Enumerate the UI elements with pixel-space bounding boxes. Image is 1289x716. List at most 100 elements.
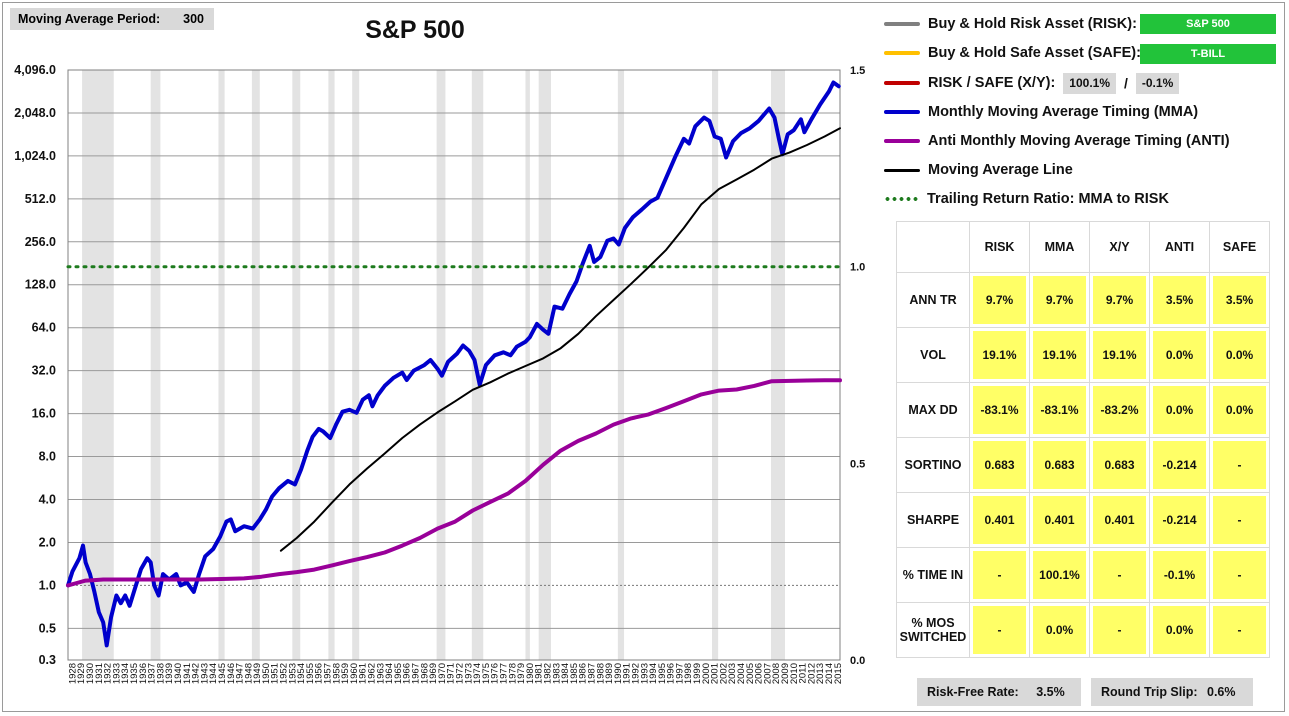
x-tick-label: 1951 [270,663,281,684]
y2-tick-label: 0.5 [850,458,865,470]
recession-band [352,70,360,660]
y-tick-label: 32.0 [32,364,56,378]
x-tick-label: 1948 [243,663,254,684]
stats-cell-mma: 9.7% [1029,272,1090,328]
x-tick-label: 2001 [710,663,721,684]
x-tick-label: 1990 [613,663,624,684]
stats-cell-anti: -0.214 [1149,492,1210,548]
legend-item-xy: RISK / SAFE (X/Y): 100.1% / -0.1% [884,71,1180,95]
legend-label-xy: RISK / SAFE (X/Y): [928,75,1056,91]
x-tick-label: 2009 [780,663,791,684]
legend-item-mma: Monthly Moving Average Timing (MMA) [884,100,1198,124]
x-tick-label: 2004 [736,663,747,684]
stats-value: - [1213,606,1266,654]
risk-free-rate-box: Risk-Free Rate: 3.5% [917,678,1081,706]
y-tick-label: 1,024.0 [14,149,56,163]
stats-cell-xy: -83.2% [1089,382,1150,438]
stats-value: 0.0% [1153,606,1206,654]
stats-value: -83.1% [1033,386,1086,434]
stats-cell-mma: 0.683 [1029,437,1090,493]
x-tick-label: 1938 [155,663,166,684]
stats-value: 0.0% [1213,331,1266,379]
stats-cell-mma: -83.1% [1029,382,1090,438]
x-tick-label: 1993 [639,663,650,684]
x-tick-label: 1987 [586,663,597,684]
x-tick-label: 1964 [384,663,395,684]
legend-swatch-anti [884,139,920,143]
x-tick-label: 2008 [771,663,782,684]
x-tick-label: 1945 [217,663,228,684]
plot-border [67,69,841,661]
stats-cell-xy: 0.401 [1089,492,1150,548]
stats-row-label: VOL [896,327,970,383]
stats-cell-safe: 0.0% [1209,327,1270,383]
x-tick-label: 1944 [208,663,219,684]
x-tick-label: 1936 [138,663,149,684]
y2-tick-label: 1.0 [850,262,865,274]
stats-value: - [973,551,1026,599]
stats-value: 0.0% [1033,606,1086,654]
stats-value: - [973,606,1026,654]
x-tick-label: 1929 [76,663,87,684]
stats-value: - [1213,551,1266,599]
stats-row: ANN TR 9.7% 9.7% 9.7% 3.5% 3.5% [896,272,1270,328]
x-tick-label: 1991 [622,663,633,684]
stats-row-label: SHARPE [896,492,970,548]
stats-corner [896,221,970,273]
y-tick-label: 2,048.0 [14,106,56,120]
x-tick-label: 1997 [674,663,685,684]
legend-item-risk: Buy & Hold Risk Asset (RISK): [884,12,1137,36]
stats-value: 9.7% [973,276,1026,324]
stats-value: 19.1% [1033,331,1086,379]
stats-value: -0.214 [1153,496,1206,544]
x-tick-label: 1971 [446,663,457,684]
x-tick-label: 1998 [683,663,694,684]
y-tick-label: 1.0 [39,578,56,592]
round-trip-slip-label: Round Trip Slip: [1101,685,1198,699]
stats-cell-anti: 0.0% [1149,602,1210,658]
stats-cell-anti: 0.0% [1149,382,1210,438]
x-tick-label: 1981 [534,663,545,684]
mma-line [66,80,841,648]
stats-value: 0.0% [1153,331,1206,379]
x-tick-label: 2006 [754,663,765,684]
x-tick-label: 1931 [94,663,105,684]
stats-value: 0.0% [1213,386,1266,434]
y2-tick-label: 0.0 [850,655,865,667]
y-tick-label: 4.0 [39,492,56,506]
stats-value: 0.683 [1033,441,1086,489]
stats-header-row: RISK MMA X/Y ANTI SAFE [896,221,1270,273]
x-tick-label: 1932 [103,663,114,684]
stats-value: - [1213,441,1266,489]
x-tick-label: 1968 [419,663,430,684]
x-tick-label: 1966 [402,663,413,684]
stats-row-label: MAX DD [896,382,970,438]
recession-band [617,70,625,660]
moving-average-label: Moving Average Period: [18,12,161,26]
stats-cell-risk: 19.1% [969,327,1030,383]
x-tick-label: 1947 [235,663,246,684]
x-tick-label: 1965 [393,663,404,684]
x-tick-label: 1928 [67,663,78,684]
y-tick-label: 8.0 [39,450,56,464]
legend-label-safe: Buy & Hold Safe Asset (SAFE): [928,45,1141,61]
x-tick-label: 1999 [692,663,703,684]
recession-band [436,70,446,660]
stats-cell-safe: - [1209,437,1270,493]
x-tick-label: 1962 [367,663,378,684]
stats-row-label: SORTINO [896,437,970,493]
stats-value: - [1093,606,1146,654]
x-tick-label: 1935 [129,663,140,684]
stats-value: 3.5% [1153,276,1206,324]
round-trip-slip-box: Round Trip Slip: 0.6% [1091,678,1253,706]
y-tick-label: 0.5 [39,621,56,635]
plot-area [68,70,840,660]
stats-row-label: % MOS SWITCHED [896,602,970,658]
stats-cell-risk: 0.683 [969,437,1030,493]
stats-value: 3.5% [1213,276,1266,324]
stats-value: 19.1% [973,331,1026,379]
x-tick-label: 1975 [481,663,492,684]
stats-cell-risk: - [969,602,1030,658]
y-tick-label: 0.3 [39,653,56,667]
